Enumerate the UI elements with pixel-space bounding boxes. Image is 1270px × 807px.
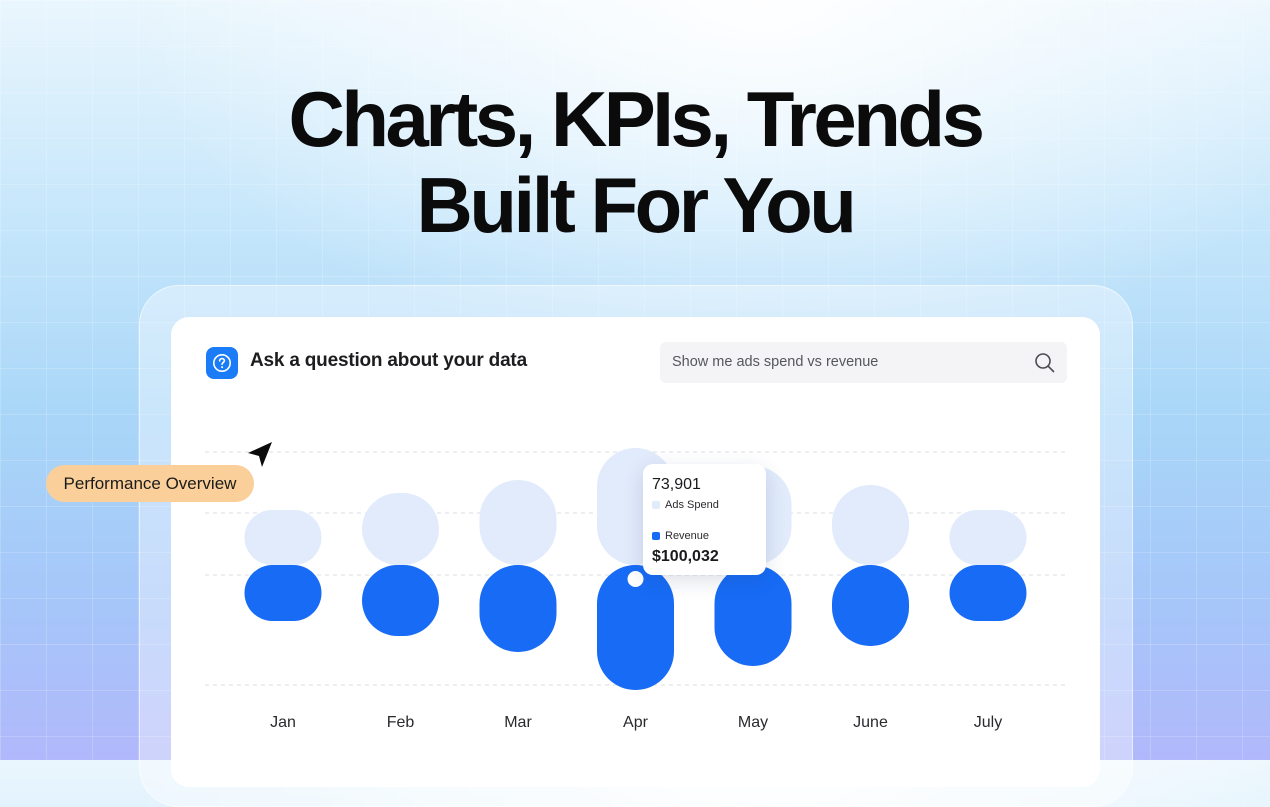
hero-title-line-1: Charts, KPIs, Trends [288,75,985,163]
x-tick-label: Jan [270,714,296,731]
chart-plot-area: Jan Feb Mar Apr May June July [205,448,1068,731]
search-input[interactable]: Show me ads spend vs revenue [660,342,1067,383]
bar-ads-spend-july[interactable] [949,510,1027,565]
x-tick-label: June [853,714,888,731]
question-prompt-label: Ask a question about your data [250,350,527,371]
x-tick-label: Mar [504,714,532,731]
performance-overview-badge[interactable]: Performance Overview [46,465,254,502]
search-icon[interactable] [1034,352,1055,373]
x-tick-label: May [738,714,768,731]
tooltip-revenue-value: $100,032 [652,548,719,565]
bar-revenue-may[interactable] [714,565,792,666]
bar-revenue-june[interactable] [832,565,909,646]
tooltip-ads-swatch [652,501,660,509]
x-tick-label: July [974,714,1002,731]
bar-revenue-mar[interactable] [479,565,557,652]
bar-revenue-july[interactable] [949,565,1027,621]
bar-ads-spend-june[interactable] [832,485,909,565]
x-tick-label: Apr [623,714,649,731]
x-tick-label: Feb [387,714,415,731]
bar-revenue-apr[interactable] [597,565,674,690]
bar-revenue-jan[interactable] [244,565,322,621]
highlight-point-marker [627,571,644,587]
chart-tooltip: 73,901 Ads Spend Revenue $100,032 [643,464,766,575]
search-input-value[interactable]: Show me ads spend vs revenue [672,354,879,370]
bar-ads-spend-feb[interactable] [362,493,439,565]
bar-ads-spend-jan[interactable] [244,510,322,565]
bar-ads-spend-mar[interactable] [479,480,557,565]
hero-title-line-2: Built For You [416,161,857,249]
tooltip-ads-label: Ads Spend [665,499,719,511]
navigation-arrow-icon [248,442,272,467]
tooltip-revenue-label: Revenue [665,530,710,542]
tooltip-revenue-swatch [652,532,660,540]
question-circle-icon[interactable] [206,347,238,379]
tooltip-ads-value: 73,901 [652,476,701,493]
bar-revenue-feb[interactable] [362,565,439,636]
